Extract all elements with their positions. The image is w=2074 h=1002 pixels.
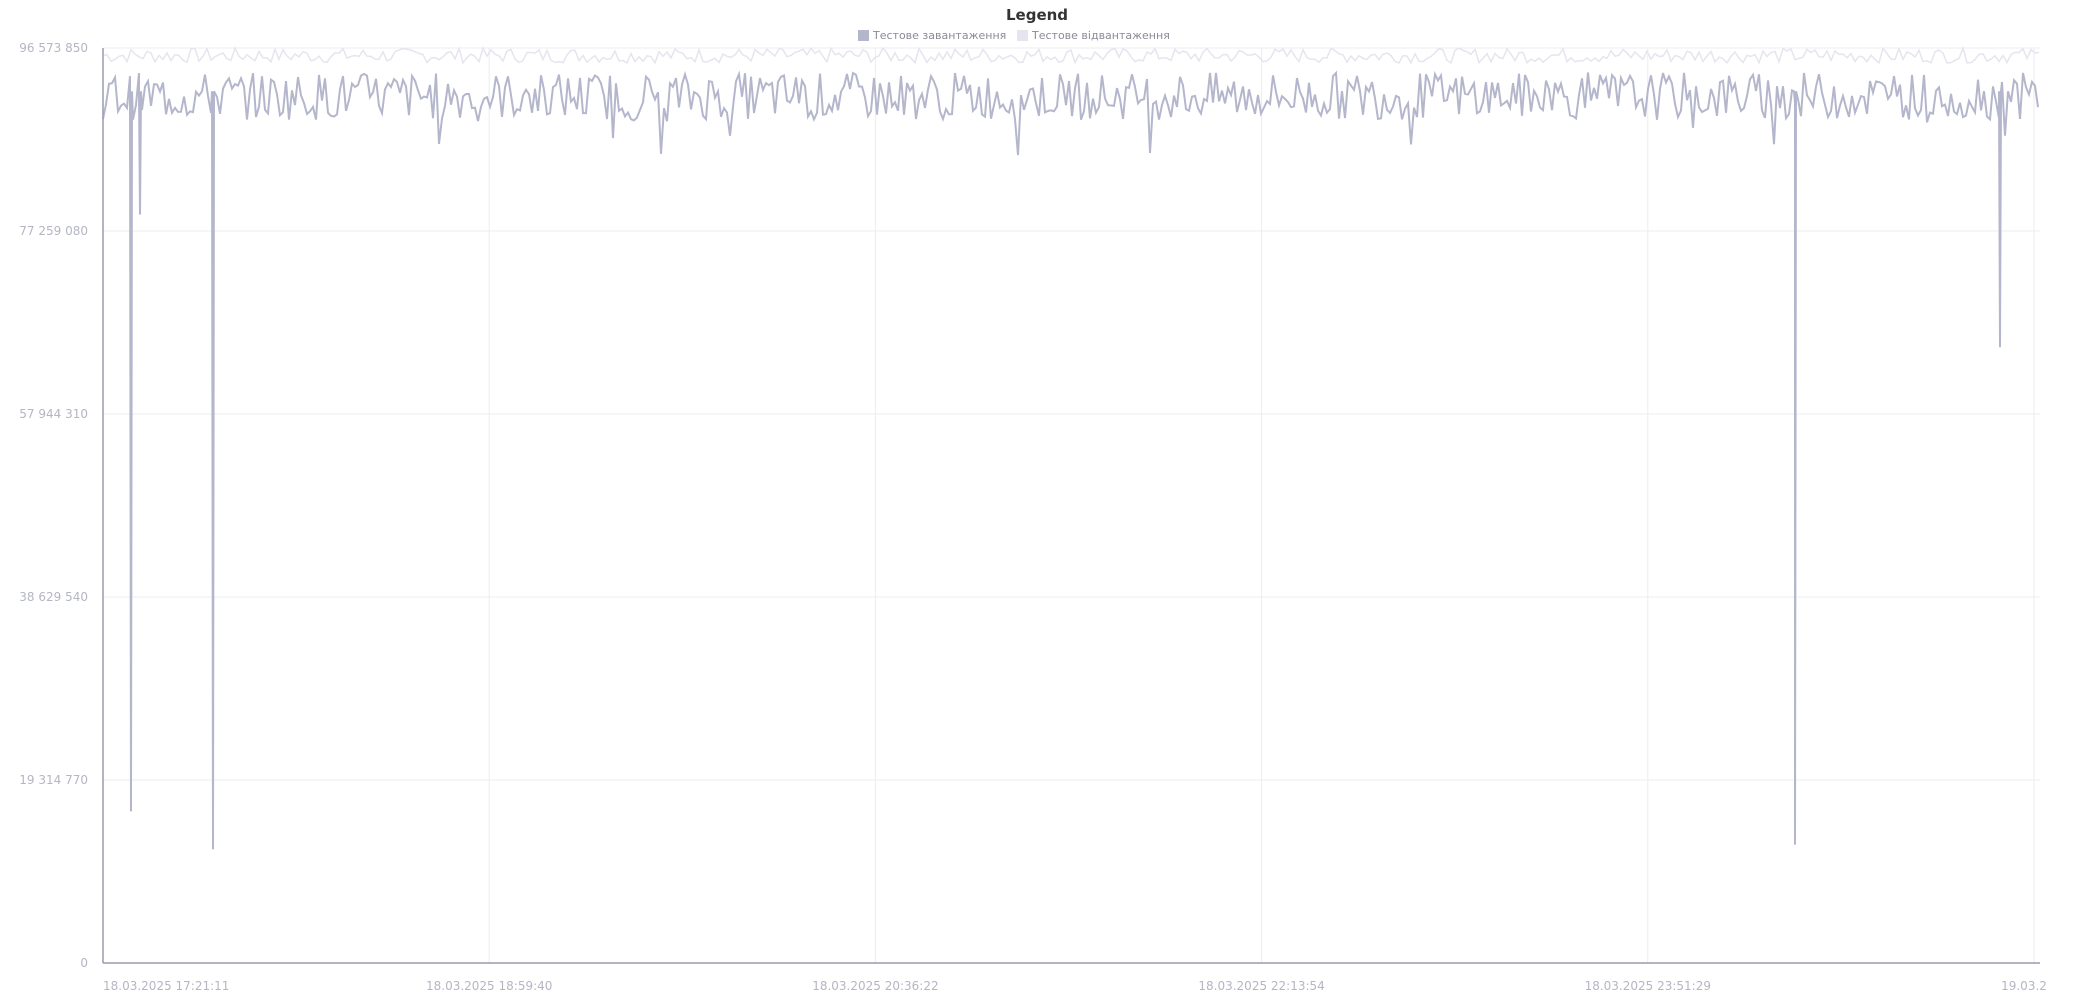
y-tick-label: 96 573 850 [19,41,88,55]
legend-swatch-download [1017,30,1028,41]
y-tick-label: 57 944 310 [19,407,88,421]
y-tick-label: 38 629 540 [19,590,88,604]
x-tick-label: 18.03.2025 17:21:11 [103,979,229,993]
x-tick-label: 19.03.2 [2001,979,2047,993]
x-tick-label: 18.03.2025 23:51:29 [1585,979,1711,993]
x-tick-label: 18.03.2025 20:36:22 [812,979,938,993]
axes [102,48,2040,964]
tick-labels: 0 19 314 770 38 629 540 57 944 310 77 259 08… [19,41,2047,993]
y-tick-label: 19 314 770 [19,773,88,787]
series-line-download [102,45,2040,65]
series-line-upload [102,70,2039,850]
legend-label-download: Тестове відвантаження [1031,29,1170,42]
legend-label-upload: Тестове завантаження [872,29,1006,42]
x-tick-label: 18.03.2025 18:59:40 [426,979,552,993]
x-tick-label: 18.03.2025 22:13:54 [1198,979,1324,993]
legend-swatch-upload [858,30,869,41]
y-tick-label: 77 259 080 [19,224,88,238]
legend-title: Legend [1006,6,1068,24]
grid [102,47,2040,964]
y-tick-label: 0 [80,956,88,970]
series-group [102,45,2040,850]
